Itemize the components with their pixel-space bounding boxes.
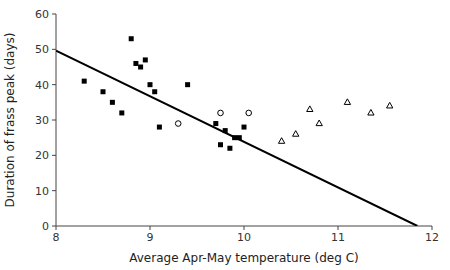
point xyxy=(293,131,299,137)
y-tick-label: 40 xyxy=(35,79,49,92)
point xyxy=(157,125,162,130)
point xyxy=(307,106,313,112)
axes: 8 9 10 11 12 0 10 20 30 40 50 60 xyxy=(35,8,439,244)
point xyxy=(138,65,143,70)
point xyxy=(387,102,393,108)
point xyxy=(175,121,181,127)
point xyxy=(143,57,148,62)
y-tick-label: 0 xyxy=(42,220,49,233)
point xyxy=(119,110,124,115)
x-tick-label: 11 xyxy=(331,231,345,244)
series xyxy=(82,36,247,151)
point xyxy=(185,82,190,87)
y-tick-label: 10 xyxy=(35,185,49,198)
point xyxy=(218,110,224,116)
chart: 8 9 10 11 12 0 10 20 30 40 50 60 Average Apr-May tem… xyxy=(0,0,450,270)
point xyxy=(213,121,218,126)
x-tick xyxy=(150,226,151,230)
series xyxy=(175,110,251,126)
y-tick-label: 60 xyxy=(35,8,49,21)
point xyxy=(344,99,350,105)
plot-area xyxy=(56,36,417,226)
point xyxy=(152,89,157,94)
y-tick xyxy=(52,155,56,156)
y-tick-label: 20 xyxy=(35,149,49,162)
x-tick-label: 12 xyxy=(425,231,439,244)
point xyxy=(218,142,223,147)
x-tick-label: 8 xyxy=(53,231,60,244)
regression-line xyxy=(56,51,417,226)
x-tick xyxy=(432,226,433,230)
x-axis-label: Average Apr-May temperature (deg C) xyxy=(129,251,358,265)
point xyxy=(368,109,374,115)
x-tick xyxy=(244,226,245,230)
point xyxy=(133,61,138,66)
y-tick xyxy=(52,84,56,85)
y-tick-label: 50 xyxy=(35,43,49,56)
x-tick xyxy=(56,226,57,230)
y-tick xyxy=(52,120,56,121)
point xyxy=(110,100,115,105)
x-tick xyxy=(338,226,339,230)
point xyxy=(148,82,153,87)
y-tick-label: 30 xyxy=(35,114,49,127)
y-tick xyxy=(52,190,56,191)
point xyxy=(242,125,247,130)
y-tick xyxy=(52,49,56,50)
point xyxy=(227,146,232,151)
x-tick-label: 10 xyxy=(237,231,251,244)
series xyxy=(278,99,392,143)
y-tick xyxy=(52,226,56,227)
point xyxy=(82,79,87,84)
y-tick xyxy=(52,14,56,15)
point xyxy=(246,110,252,116)
point xyxy=(316,120,322,126)
x-tick-label: 9 xyxy=(147,231,154,244)
point xyxy=(129,36,134,41)
y-axis-label: Duration of frass peak (days) xyxy=(3,33,17,208)
point xyxy=(278,138,284,144)
point xyxy=(101,89,106,94)
